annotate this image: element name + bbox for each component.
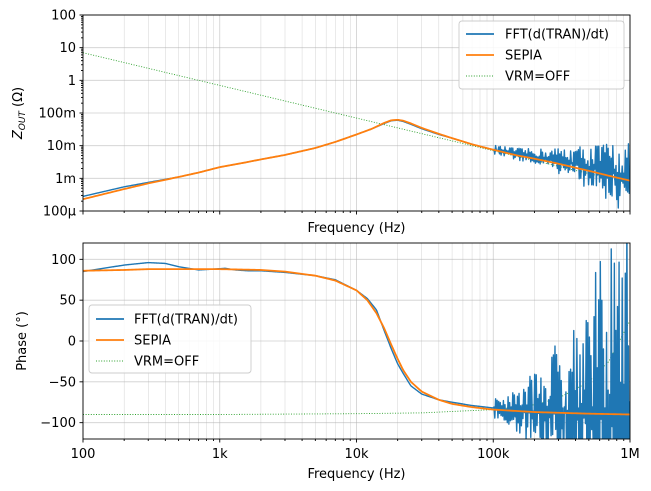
impedance-legend-label-fft: FFT(d(TRAN)/dt): [505, 28, 609, 43]
phase-x-tick-label: 100: [71, 447, 96, 462]
impedance-x-axis-label: Frequency (Hz): [307, 221, 405, 236]
phase-x-tick-label: 1M: [620, 447, 640, 462]
phase-y-axis-label: Phase (°): [15, 311, 30, 371]
phase-series: [83, 243, 630, 439]
phase-series-sepia: [83, 268, 630, 416]
phase-y-tick-label: 0: [68, 335, 76, 350]
impedance-legend-box: [458, 20, 625, 90]
impedance-y-tick-label: 10m: [47, 139, 76, 154]
phase-series-vrm-off: [83, 320, 630, 415]
phase-x-tick-label: 1k: [212, 447, 228, 462]
phase-y-tick-label: 100: [51, 253, 76, 268]
phase-legend-label-sepia: SEPIA: [134, 334, 171, 349]
impedance-y-tick-label: 100: [51, 9, 76, 24]
impedance-y-tick-label: 100m: [39, 107, 76, 122]
impedance-y-tick-label: 1: [68, 74, 76, 89]
phase-legend-label-fft: FFT(d(TRAN)/dt): [134, 313, 238, 328]
impedance-panel: 100µ 1m 10m 100m 1 10 100 Frequency (Hz) ZOUT …: [11, 9, 631, 236]
phase-legend-box: [88, 304, 252, 374]
phase-ticks: 100 1k 10k 100k 1M −100 −50 0 50 100: [40, 253, 639, 462]
impedance-y-tick-label: 10: [59, 41, 76, 56]
phase-legend-label-vrm: VRM=OFF: [134, 355, 199, 370]
impedance-y-label-sub: OUT: [18, 110, 28, 131]
phase-panel: 100 1k 10k 100k 1M −100 −50 0 50 100 Frequency (H…: [15, 242, 640, 482]
impedance-legend-label-vrm: VRM=OFF: [505, 70, 570, 85]
impedance-y-tick-label: 100µ: [43, 205, 76, 220]
impedance-series-sepia: [83, 118, 630, 201]
impedance-y-label-main: Z: [11, 129, 26, 140]
impedance-legend-label-sepia: SEPIA: [505, 49, 542, 64]
phase-y-tick-label: 50: [59, 294, 76, 309]
phase-y-tick-label: −50: [49, 375, 76, 390]
impedance-series: [83, 52, 630, 209]
phase-legend: FFT(d(TRAN)/dt) SEPIA VRM=OFF: [88, 304, 252, 374]
phase-x-tick-label: 10k: [344, 447, 369, 462]
phase-y-tick-label: −100: [40, 416, 76, 431]
impedance-legend: FFT(d(TRAN)/dt) SEPIA VRM=OFF: [458, 20, 625, 90]
impedance-y-label-unit: (Ω): [11, 87, 26, 111]
impedance-y-tick-label: 1m: [55, 172, 76, 187]
phase-x-axis-label: Frequency (Hz): [307, 467, 405, 482]
impedance-y-axis-label: ZOUT (Ω): [11, 87, 28, 140]
phase-x-tick-label: 100k: [477, 447, 510, 462]
impedance-ticks: 100µ 1m 10m 100m 1 10 100: [39, 9, 631, 220]
